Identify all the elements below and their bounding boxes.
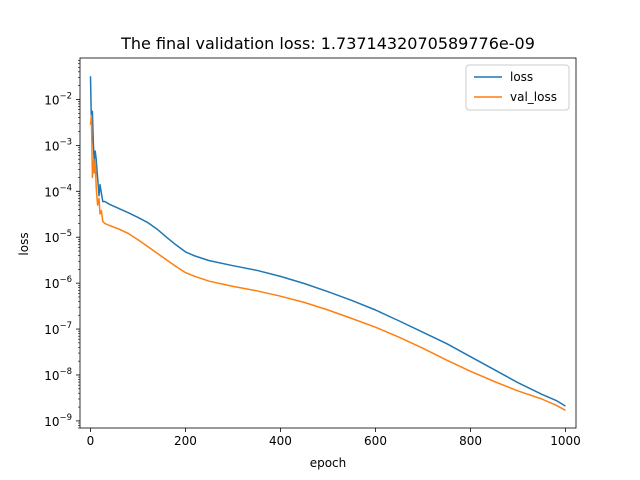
x-tick-label: 400	[269, 434, 292, 448]
legend-label-val_loss: val_loss	[510, 90, 557, 104]
x-tick-label: 0	[87, 434, 95, 448]
x-tick-label: 600	[364, 434, 387, 448]
y-tick-label: 10−9	[44, 413, 72, 429]
chart-title: The final validation loss: 1.73714320705…	[120, 34, 535, 53]
series-line-val_loss	[89, 114, 566, 411]
y-tick-label: 10−2	[44, 91, 72, 107]
series-layer	[89, 76, 566, 411]
y-axis-label: loss	[17, 232, 31, 255]
x-tick-label: 800	[459, 434, 482, 448]
y-tick-label: 10−3	[44, 137, 72, 153]
x-axis-label: epoch	[310, 456, 347, 470]
y-tick-label: 10−7	[44, 321, 72, 337]
legend: loss val_loss	[465, 64, 570, 111]
legend-label-loss: loss	[510, 70, 533, 84]
y-tick-label: 10−6	[44, 275, 72, 291]
x-tick-label: 1000	[550, 434, 581, 448]
y-tick-label: 10−5	[44, 229, 72, 245]
y-tick-label: 10−4	[44, 183, 72, 199]
plot-frame	[79, 57, 577, 429]
x-axis-ticks: 0 200 400 600 800 1000	[87, 428, 581, 448]
x-tick-label: 200	[174, 434, 197, 448]
y-axis-ticks: 10−9 10−8 10−7 10−6 10−5 10−4 10−3 10−2	[44, 60, 80, 429]
series-line-loss	[89, 76, 566, 407]
y-tick-label: 10−8	[44, 367, 72, 383]
